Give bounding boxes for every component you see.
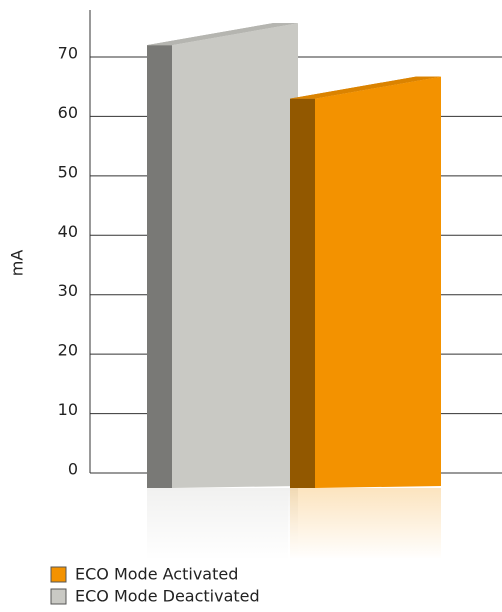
- legend-label: ECO Mode Deactivated: [75, 587, 260, 606]
- y-tick-label: 0: [68, 460, 78, 479]
- y-tick-label: 30: [58, 281, 78, 300]
- y-tick-label: 40: [58, 222, 78, 241]
- legend-swatch: [50, 566, 67, 583]
- y-tick-label: 60: [58, 103, 78, 122]
- y-tick-label: 10: [58, 400, 78, 419]
- y-tick-label: 20: [58, 341, 78, 360]
- legend-swatch: [50, 588, 67, 605]
- bar-reflection-fade: [145, 488, 300, 560]
- y-tick-label: 70: [58, 44, 78, 63]
- bar: [172, 23, 298, 488]
- legend-label: ECO Mode Activated: [75, 565, 238, 584]
- bar-reflection-fade: [288, 488, 443, 560]
- bar-top-edge: [147, 23, 298, 46]
- y-tick-label: 50: [58, 162, 78, 181]
- bar: [315, 76, 441, 488]
- bar-side: [290, 98, 315, 488]
- bar-top-edge: [290, 76, 441, 99]
- y-axis-label: mA: [8, 250, 27, 277]
- bar-side: [147, 45, 172, 488]
